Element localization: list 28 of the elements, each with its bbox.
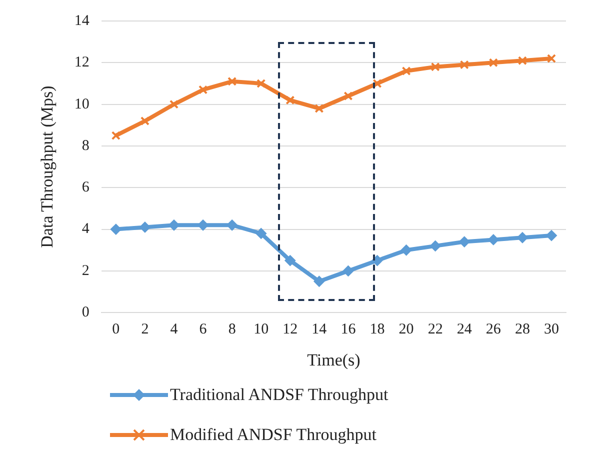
x-tick-label: 10 (254, 322, 269, 338)
x-tick-label: 28 (514, 322, 530, 338)
x-tick-label: 8 (228, 322, 236, 338)
x-tick-label: 26 (486, 322, 502, 338)
x-tick-label: 30 (544, 322, 559, 338)
x-tick-label: 14 (312, 322, 328, 338)
y-tick-label: 10 (74, 96, 90, 112)
y-tick-label: 0 (82, 304, 90, 321)
legend-label: Modified ANDSF Throughput (170, 425, 377, 445)
y-tick-label: 2 (82, 262, 90, 279)
x-tick-label: 2 (141, 322, 149, 338)
y-tick-label: 4 (82, 221, 90, 238)
y-tick-label: 8 (82, 138, 90, 154)
x-tick-label: 0 (112, 322, 120, 338)
x-tick-label: 16 (340, 322, 356, 338)
x-axis-title: Time(s) (307, 350, 360, 370)
legend-label: Traditional ANDSF Throughput (170, 385, 388, 405)
x-tick-label: 6 (199, 322, 208, 338)
y-axis-title: Data Throughput (Mps) (38, 86, 57, 248)
x-tick-label: 4 (170, 322, 178, 338)
x-tick-label: 20 (398, 322, 414, 338)
y-tick-label: 14 (74, 12, 90, 29)
x-tick-label: 18 (370, 322, 385, 338)
y-tick-label: 12 (74, 54, 90, 71)
x-tick-label: 12 (282, 322, 298, 338)
y-tick-label: 6 (82, 180, 90, 196)
x-tick-label: 22 (428, 322, 443, 338)
x-tick-label: 24 (456, 322, 472, 338)
